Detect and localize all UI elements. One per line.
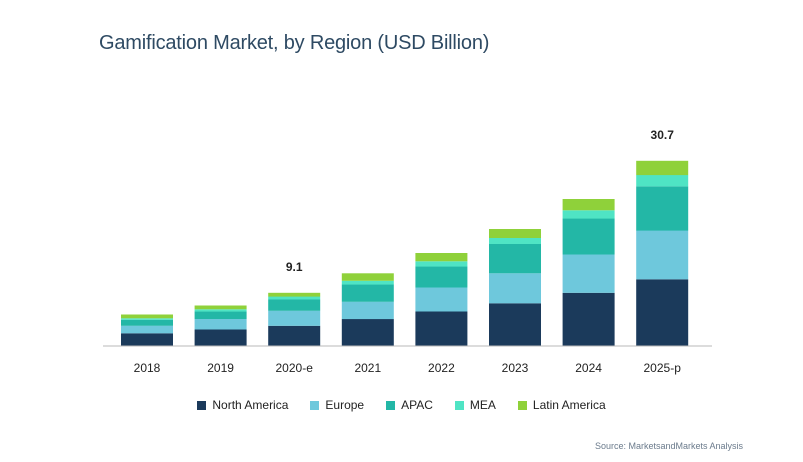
legend-swatch bbox=[517, 400, 527, 410]
bar-latin-america-2019 bbox=[194, 305, 247, 310]
bar-north-america-2022 bbox=[415, 311, 468, 346]
legend-item: MEA bbox=[454, 398, 496, 412]
bars-group bbox=[121, 160, 689, 347]
legend-label: APAC bbox=[401, 398, 433, 412]
bar-europe-2020-e bbox=[268, 310, 321, 326]
bar-apac-2025-p bbox=[636, 186, 689, 231]
bar-apac-2021 bbox=[341, 284, 394, 302]
legend-item: Latin America bbox=[517, 398, 606, 412]
bar-mea-2021 bbox=[341, 280, 394, 285]
legend-label: Latin America bbox=[532, 398, 606, 412]
bar-latin-america-2018 bbox=[121, 314, 173, 319]
x-tick-label: 2021 bbox=[354, 361, 381, 375]
bar-latin-america-2023 bbox=[489, 229, 541, 238]
legend-swatch bbox=[454, 400, 464, 410]
x-tick-label: 2020-e bbox=[276, 361, 314, 375]
bar-apac-2024 bbox=[562, 218, 615, 255]
bar-latin-america-2025-p bbox=[636, 160, 689, 176]
bar-north-america-2018 bbox=[121, 333, 173, 347]
x-tick-label: 2024 bbox=[575, 361, 602, 375]
bar-europe-2021 bbox=[341, 301, 394, 320]
data-label: 30.7 bbox=[651, 128, 675, 142]
x-tick-label: 2018 bbox=[134, 361, 161, 375]
bar-apac-2022 bbox=[415, 266, 468, 288]
bar-europe-2018 bbox=[121, 325, 173, 334]
x-tick-label: 2019 bbox=[207, 361, 234, 375]
legend-item: APAC bbox=[386, 398, 433, 412]
legend-item: Europe bbox=[310, 398, 364, 412]
bar-north-america-2020-e bbox=[268, 325, 321, 347]
legend: North America Europe APAC MEA Latin America bbox=[0, 398, 803, 412]
bar-latin-america-2020-e bbox=[268, 292, 321, 297]
source-note: Source: MarketsandMarkets Analysis bbox=[594, 441, 743, 451]
bar-latin-america-2024 bbox=[562, 199, 615, 211]
bar-europe-2022 bbox=[415, 287, 468, 312]
bar-apac-2020-e bbox=[268, 299, 321, 311]
legend-item: North America bbox=[197, 398, 288, 412]
legend-label: MEA bbox=[469, 398, 496, 412]
bar-mea-2019 bbox=[194, 309, 247, 312]
bar-apac-2023 bbox=[489, 244, 541, 274]
legend-swatch bbox=[197, 400, 207, 410]
bar-mea-2018 bbox=[121, 318, 173, 320]
legend-swatch bbox=[310, 400, 320, 410]
bar-north-america-2024 bbox=[562, 292, 615, 347]
x-tick-label: 2025-p bbox=[644, 361, 682, 375]
bar-latin-america-2022 bbox=[415, 253, 468, 262]
bar-apac-2018 bbox=[121, 319, 173, 326]
legend-label: Europe bbox=[325, 398, 365, 412]
bar-north-america-2021 bbox=[341, 319, 394, 346]
bar-north-america-2019 bbox=[194, 329, 247, 346]
bar-mea-2020-e bbox=[268, 296, 321, 300]
data-labels: 9.1 30.7 bbox=[286, 128, 674, 274]
bar-mea-2025-p bbox=[636, 175, 689, 187]
bar-apac-2019 bbox=[194, 311, 247, 319]
x-tick-label: 2023 bbox=[502, 361, 529, 375]
bar-europe-2024 bbox=[562, 254, 615, 293]
x-tick-label: 2022 bbox=[428, 361, 455, 375]
bar-mea-2024 bbox=[562, 210, 615, 219]
bar-mea-2023 bbox=[489, 238, 541, 244]
data-label: 9.1 bbox=[286, 260, 303, 274]
bar-latin-america-2021 bbox=[341, 273, 394, 281]
bar-europe-2023 bbox=[489, 273, 541, 304]
bar-mea-2022 bbox=[415, 261, 468, 267]
legend-swatch bbox=[386, 400, 396, 410]
bar-europe-2019 bbox=[194, 319, 247, 330]
bar-north-america-2023 bbox=[489, 303, 541, 347]
bar-europe-2025-p bbox=[636, 230, 689, 280]
legend-label: North America bbox=[212, 398, 289, 412]
x-tick-labels: 2018 2019 2020-e 2021 2022 2023 2024 2025-p bbox=[134, 361, 682, 375]
bar-north-america-2025-p bbox=[636, 279, 689, 347]
chart-title: Gamification Market, by Region (USD Bill… bbox=[99, 32, 490, 54]
